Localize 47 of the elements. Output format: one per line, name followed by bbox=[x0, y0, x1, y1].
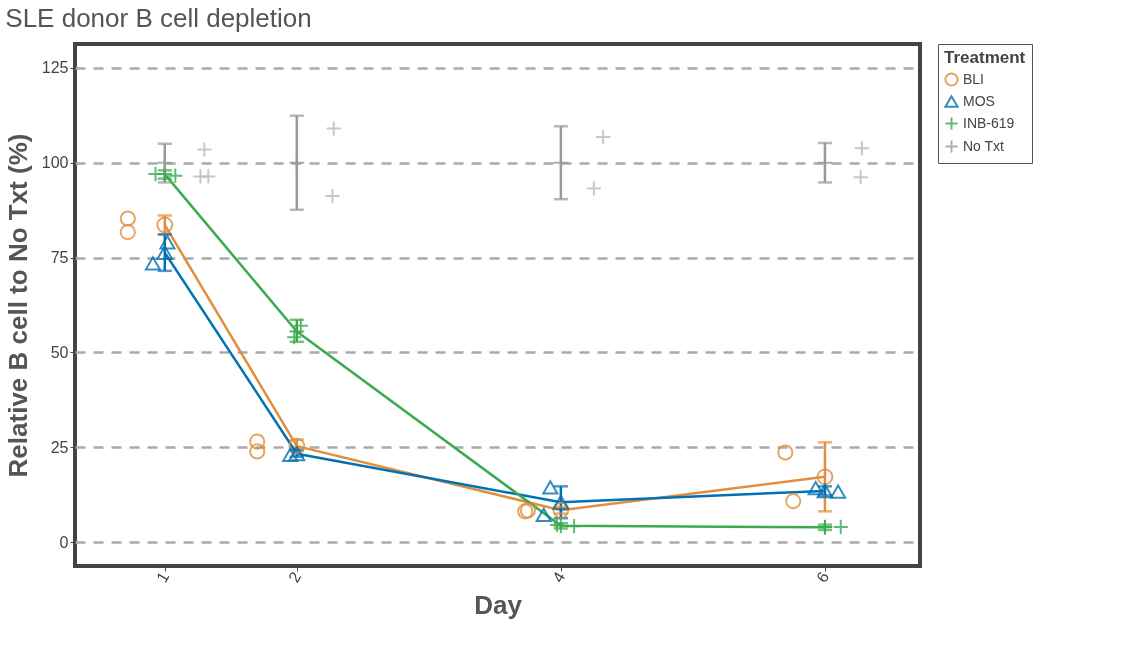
point bbox=[288, 323, 306, 340]
x-tick-label: 6 bbox=[813, 568, 833, 586]
point bbox=[196, 141, 213, 158]
point bbox=[595, 128, 612, 146]
point bbox=[282, 447, 299, 462]
x-axis-title: Day bbox=[474, 590, 523, 621]
y-tick-label: 25 bbox=[50, 438, 69, 456]
point bbox=[552, 154, 570, 172]
point bbox=[249, 443, 266, 460]
legend-label: INB-619 bbox=[963, 114, 1015, 131]
point bbox=[119, 224, 136, 241]
point bbox=[249, 433, 266, 450]
chart-title: SLE donor B cell depletion bbox=[5, 2, 312, 33]
y-tick-label: 100 bbox=[41, 154, 69, 172]
point bbox=[852, 169, 869, 186]
point bbox=[159, 235, 176, 250]
point bbox=[552, 501, 570, 519]
point bbox=[830, 484, 847, 499]
point bbox=[288, 446, 306, 462]
x-tick-label: 4 bbox=[549, 568, 569, 586]
point bbox=[119, 210, 136, 227]
legend-title: Treatment bbox=[944, 48, 1026, 67]
y-tick-label: 0 bbox=[59, 533, 69, 551]
point bbox=[144, 256, 161, 271]
legend-label: BLI bbox=[963, 70, 985, 87]
x-tick-label: 1 bbox=[153, 568, 173, 586]
legend-label: No Txt bbox=[963, 137, 1005, 154]
y-axis-title: Relative B cell to No Txt (%) bbox=[2, 133, 33, 478]
point bbox=[535, 507, 552, 522]
point bbox=[777, 444, 794, 461]
point bbox=[853, 140, 870, 157]
point bbox=[542, 480, 559, 495]
point bbox=[288, 154, 306, 172]
point bbox=[816, 468, 834, 486]
legend-label: MOS bbox=[963, 92, 995, 109]
point bbox=[325, 120, 342, 137]
point bbox=[785, 493, 802, 510]
y-tick-label: 125 bbox=[41, 59, 69, 77]
point bbox=[200, 168, 217, 185]
point bbox=[156, 245, 174, 261]
y-tick-label: 75 bbox=[50, 249, 69, 267]
x-tick-label: 2 bbox=[285, 568, 305, 586]
point bbox=[324, 188, 341, 205]
point bbox=[292, 317, 309, 334]
point bbox=[807, 481, 824, 496]
y-tick-label: 50 bbox=[50, 343, 69, 361]
point bbox=[585, 180, 602, 197]
